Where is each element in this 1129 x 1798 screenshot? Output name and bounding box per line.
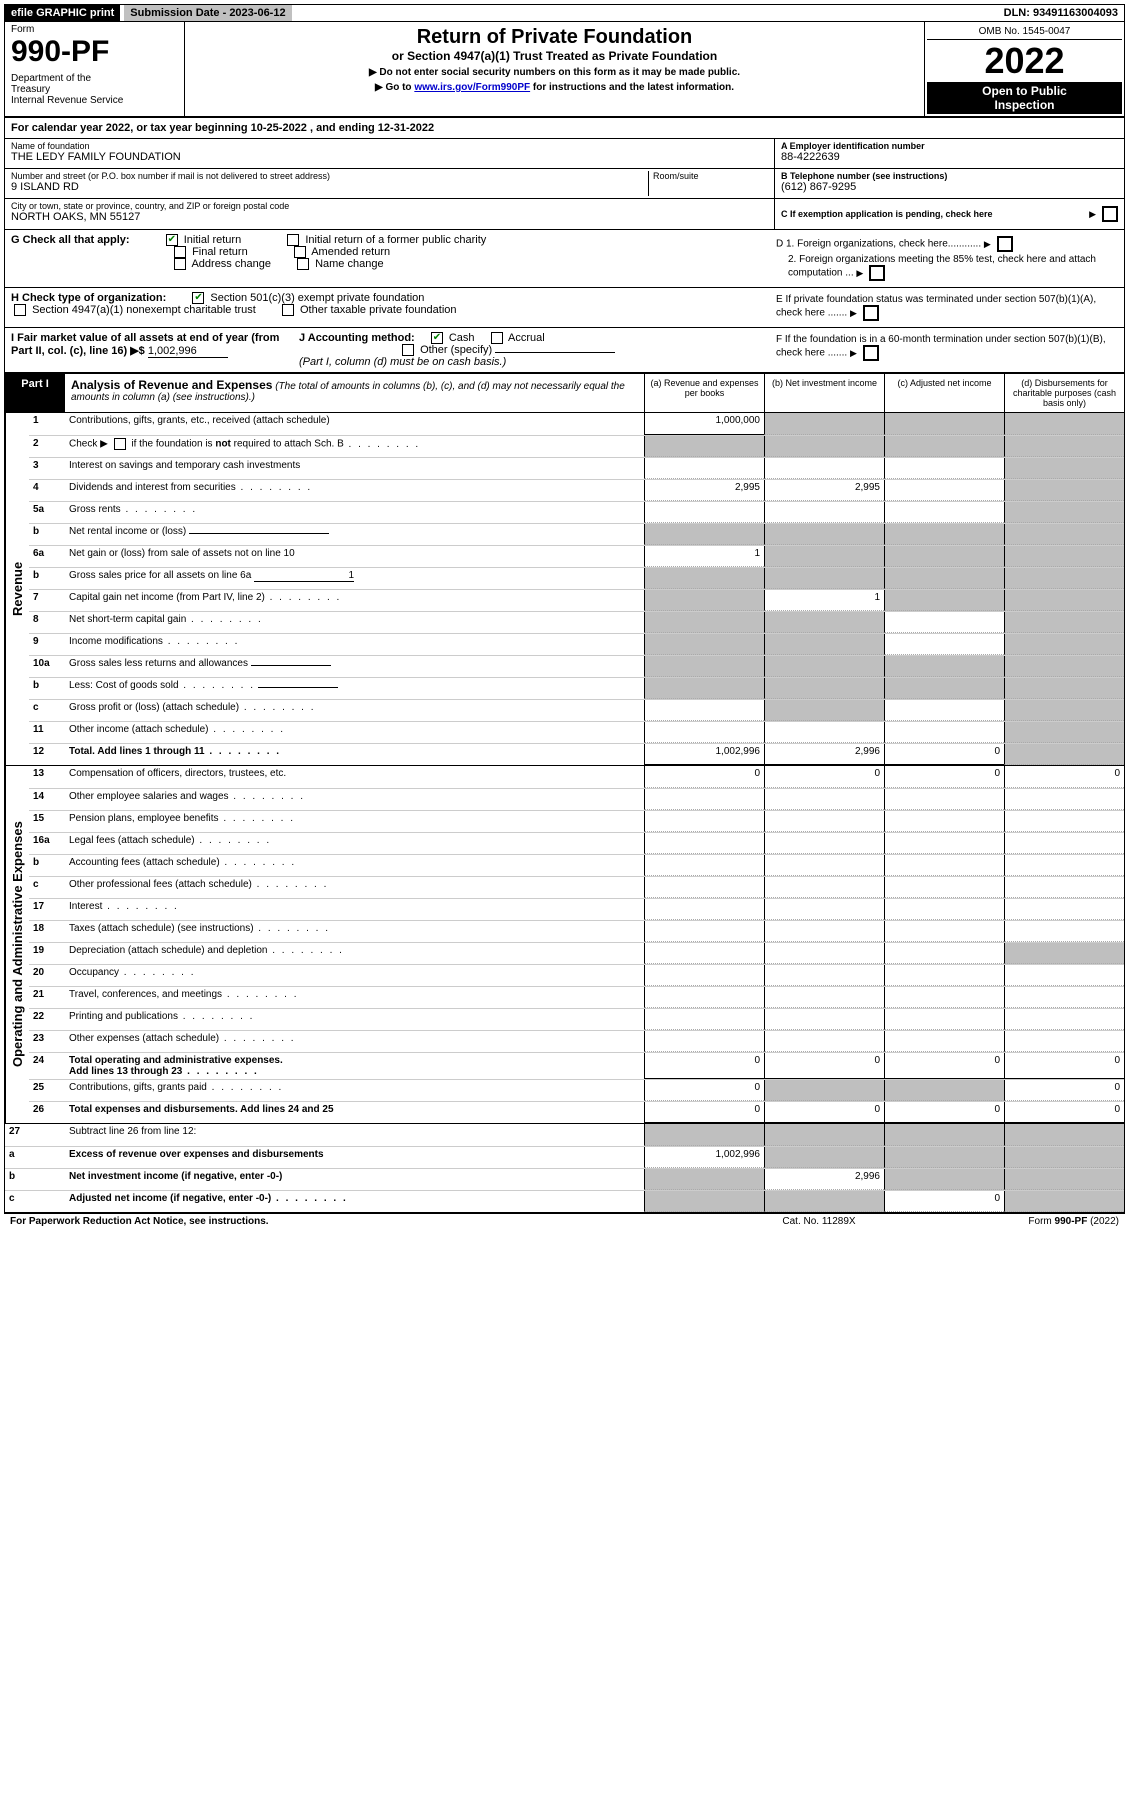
- submission-date: Submission Date - 2023-06-12: [124, 5, 291, 21]
- tax-year: 2022: [927, 40, 1122, 82]
- h-501c3-checkbox[interactable]: [192, 292, 204, 304]
- footer-left: For Paperwork Reduction Act Notice, see …: [10, 1216, 719, 1227]
- initial-return-checkbox[interactable]: [166, 234, 178, 246]
- form-title: Return of Private Foundation: [189, 26, 920, 49]
- form-container: efile GRAPHIC print Submission Date - 20…: [0, 0, 1129, 1233]
- pending-checkbox[interactable]: [1102, 206, 1118, 222]
- cash-checkbox[interactable]: [431, 332, 443, 344]
- d1-checkbox[interactable]: [997, 236, 1013, 252]
- form-label: Form: [11, 24, 178, 35]
- name-change-checkbox[interactable]: [297, 258, 309, 270]
- footer: For Paperwork Reduction Act Notice, see …: [4, 1214, 1125, 1229]
- note-2: ▶ Go to www.irs.gov/Form990PF for instru…: [189, 82, 920, 93]
- address-change-checkbox[interactable]: [174, 258, 186, 270]
- header-center: Return of Private Foundation or Section …: [185, 22, 924, 116]
- section-h: H Check type of organization: Section 50…: [4, 288, 1125, 328]
- part1-header: Part I Analysis of Revenue and Expenses …: [4, 374, 1125, 413]
- form-number: 990-PF: [11, 35, 178, 69]
- part-label: Part I: [5, 374, 65, 412]
- revenue-section: Revenue 1Contributions, gifts, grants, e…: [4, 413, 1125, 766]
- final-return-checkbox[interactable]: [174, 246, 186, 258]
- footer-center: Cat. No. 11289X: [719, 1216, 919, 1227]
- arrow-icon: [1089, 208, 1098, 220]
- header-right: OMB No. 1545-0047 2022 Open to PublicIns…: [924, 22, 1124, 116]
- footer-right: Form 990-PF (2022): [919, 1216, 1119, 1227]
- note-1: ▶ Do not enter social security numbers o…: [189, 67, 920, 78]
- phone-cell: B Telephone number (see instructions) (6…: [775, 169, 1124, 199]
- revenue-label: Revenue: [5, 413, 29, 765]
- col-d-header: (d) Disbursements for charitable purpose…: [1004, 374, 1124, 412]
- header: Form 990-PF Department of theTreasuryInt…: [4, 22, 1125, 118]
- dept-label: Department of theTreasuryInternal Revenu…: [11, 73, 178, 106]
- topbar: efile GRAPHIC print Submission Date - 20…: [4, 4, 1125, 22]
- pending-cell: C If exemption application is pending, c…: [775, 199, 1124, 229]
- expenses-section: Operating and Administrative Expenses 13…: [4, 766, 1125, 1124]
- name-cell: Name of foundation THE LEDY FAMILY FOUND…: [5, 139, 774, 169]
- irs-link[interactable]: www.irs.gov/Form990PF: [414, 82, 530, 93]
- amended-checkbox[interactable]: [294, 246, 306, 258]
- sch-b-checkbox[interactable]: [114, 438, 126, 450]
- city-cell: City or town, state or province, country…: [5, 199, 774, 229]
- d2-checkbox[interactable]: [869, 265, 885, 281]
- f-checkbox[interactable]: [863, 345, 879, 361]
- ein-cell: A Employer identification number 88-4222…: [775, 139, 1124, 169]
- col-b-header: (b) Net investment income: [764, 374, 884, 412]
- section-g: G Check all that apply: Initial return I…: [4, 230, 1125, 288]
- info-row: Name of foundation THE LEDY FAMILY FOUND…: [4, 139, 1125, 230]
- other-method-checkbox[interactable]: [402, 344, 414, 356]
- dln: DLN: 93491163004093: [998, 5, 1124, 21]
- h-4947-checkbox[interactable]: [14, 304, 26, 316]
- info-right: A Employer identification number 88-4222…: [774, 139, 1124, 229]
- col-c-header: (c) Adjusted net income: [884, 374, 1004, 412]
- header-left: Form 990-PF Department of theTreasuryInt…: [5, 22, 185, 116]
- initial-former-checkbox[interactable]: [287, 234, 299, 246]
- calendar-year: For calendar year 2022, or tax year begi…: [4, 118, 1125, 139]
- addr-cell: Number and street (or P.O. box number if…: [5, 169, 774, 199]
- open-public: Open to PublicInspection: [927, 82, 1122, 114]
- omb: OMB No. 1545-0047: [927, 24, 1122, 40]
- form-subtitle: or Section 4947(a)(1) Trust Treated as P…: [189, 49, 920, 63]
- part-desc: Analysis of Revenue and Expenses (The to…: [65, 374, 644, 412]
- accrual-checkbox[interactable]: [491, 332, 503, 344]
- section-i: I Fair market value of all assets at end…: [4, 328, 1125, 374]
- summary-section: 27Subtract line 26 from line 12: aExcess…: [4, 1124, 1125, 1214]
- e-checkbox[interactable]: [863, 305, 879, 321]
- expenses-label: Operating and Administrative Expenses: [5, 766, 29, 1123]
- info-left: Name of foundation THE LEDY FAMILY FOUND…: [5, 139, 774, 229]
- col-a-header: (a) Revenue and expenses per books: [644, 374, 764, 412]
- efile-label: efile GRAPHIC print: [5, 5, 120, 21]
- h-other-checkbox[interactable]: [282, 304, 294, 316]
